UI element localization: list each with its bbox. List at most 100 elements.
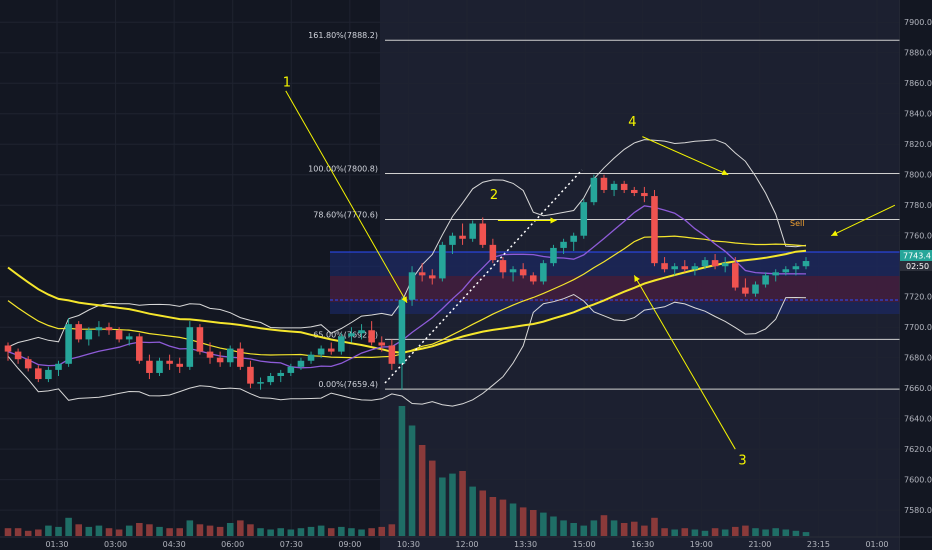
price-tick-label: 7580.0 [904,506,932,515]
volume-bar [338,526,345,536]
volume-bar [216,526,224,536]
candle-body [307,354,315,361]
svg-text:7743.4: 7743.4 [903,252,931,261]
annotation-label: 4 [628,115,636,130]
candle-body [317,348,325,355]
annotation-arrow [633,275,736,450]
volume-bar [428,460,436,536]
volume-bar [620,523,628,536]
candle-body [95,327,103,331]
price-tick-label: 7840.0 [904,110,932,119]
sell-signal: Sell [790,219,804,228]
volume-bar [297,528,305,536]
volume-bar [762,529,769,536]
candle-body [550,247,557,264]
volume-bar [752,528,759,536]
volume-bar [772,528,779,536]
candle-body [519,269,527,276]
volume-bar [257,528,264,536]
price-tick-label: 7860.0 [904,79,932,88]
price-tick-label: 7800.0 [904,171,932,180]
volume-bar [742,525,749,536]
volume-bar [398,406,406,536]
candle-body [216,357,224,363]
candle-body [14,351,22,360]
volume-bar [4,528,12,536]
annotation-label: 2 [490,188,498,203]
candle-body [24,359,32,369]
volume-bar [600,515,608,536]
candle-body [479,223,487,245]
annotation-arrow [831,204,896,237]
candle-body [75,324,82,340]
candle-body [580,202,588,236]
volume-bar [55,526,62,536]
volume-bar [317,525,325,536]
price-tick-label: 7640.0 [904,415,932,424]
volume-bar [226,523,234,536]
candle-body [378,342,386,346]
candle-body [226,348,234,363]
annotation-label: 3 [738,453,746,468]
volume-bar [479,490,487,536]
candle-body [247,366,254,384]
red-zone [330,276,900,302]
time-tick-label: 23:15 [807,540,830,549]
candle-body [762,275,769,285]
volume-bar [277,528,285,536]
candle-body [782,269,790,273]
volume-bar [418,445,426,536]
candle-body [772,272,779,276]
candle-body [408,272,416,300]
time-tick-label: 09:00 [338,540,361,549]
candle-body [701,260,709,267]
price-tick-label: 7780.0 [904,201,932,210]
time-tick-label: 13:30 [514,540,537,549]
candle-body [348,333,355,337]
volume-bar [115,529,123,536]
volume-bar [439,477,446,536]
candle-body [45,369,52,380]
candle-body [267,375,274,383]
volume-bars [4,406,810,536]
volume-bar [35,529,42,536]
volume-bar [469,486,476,536]
candle-body [651,196,658,264]
price-tick-label: 7700.0 [904,323,932,332]
volume-bar [136,523,143,536]
candle-body [156,360,163,373]
candle-body [449,235,456,245]
volume-bar [691,529,699,536]
volume-bar [14,528,22,536]
candle-body [338,336,345,352]
annotation-label: 1 [283,75,291,90]
candle-body [398,299,406,364]
dotted-trend-line [384,169,583,384]
candle-body [610,183,618,190]
volume-bar [560,520,567,536]
time-axis-ticks: 01:30 03:00 04:30 06:00 07:30 09:00 10:30 12:00… [45,540,888,549]
time-tick-label: 16:30 [631,540,654,549]
candle-body [428,275,436,279]
volume-bar [348,528,355,536]
candle-body [327,348,335,352]
volume-bar [540,512,547,536]
volume-bar [641,525,648,536]
volume-bar [368,528,375,536]
volume-bar [661,528,668,536]
candle-body [85,330,93,340]
volume-bar [287,529,295,536]
price-tick-label: 7680.0 [904,354,932,363]
candle-body [358,330,365,334]
candle-body [418,272,426,276]
time-tick-label: 03:00 [104,540,127,549]
volume-bar [267,529,274,536]
candle-body [206,351,214,358]
volume-bar [570,523,577,536]
candle-body [540,263,547,282]
volume-bar [732,526,739,536]
candle-body [489,244,497,261]
candle-body [176,363,184,367]
